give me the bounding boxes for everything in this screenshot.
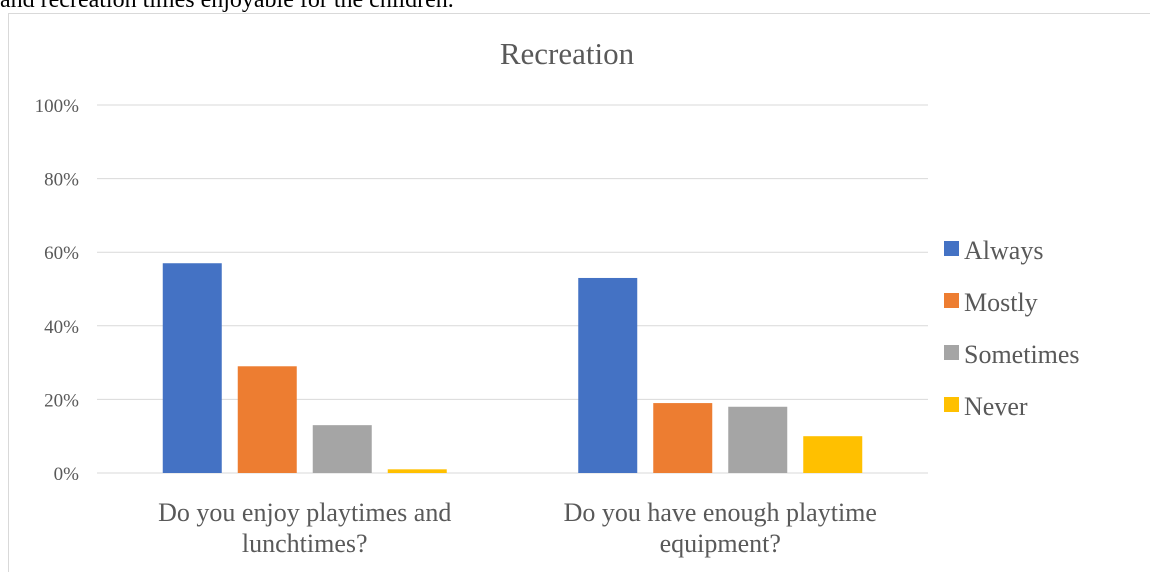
y-tick-label: 60% <box>44 243 79 264</box>
legend-label-always: Always <box>964 236 1043 265</box>
bars <box>162 263 863 473</box>
gridlines <box>97 104 928 474</box>
legend-swatch-mostly <box>944 293 959 308</box>
chart-frame <box>8 13 1150 572</box>
bar-mostly-2 <box>653 403 713 473</box>
y-tick-label: 0% <box>54 464 80 485</box>
context-text: and recreation times enjoyable for the c… <box>0 0 454 13</box>
legend: Always Mostly Sometimes Never <box>944 236 1080 421</box>
legend-swatch-sometimes <box>944 345 959 360</box>
y-tick-label: 40% <box>44 317 79 338</box>
legend-swatch-always <box>944 241 959 256</box>
bar-never-2 <box>803 436 863 473</box>
legend-swatch-never <box>944 397 959 412</box>
bar-sometimes-1 <box>312 425 372 473</box>
y-tick-labels: 0% 20% 40% 60% 80% 100% <box>35 96 80 485</box>
category-label: Do you enjoy playtimes and lunchtimes? <box>158 498 451 558</box>
bar-always-1 <box>162 263 222 473</box>
category-label: Do you have enough playtime equipment? <box>564 498 877 558</box>
category-labels: Do you enjoy playtimes and lunchtimes? Do … <box>158 498 877 558</box>
y-tick-label: 80% <box>44 170 79 191</box>
legend-label-sometimes: Sometimes <box>964 340 1080 369</box>
bar-never-1 <box>387 469 447 473</box>
legend-label-never: Never <box>964 392 1028 421</box>
chart-title: Recreation <box>500 36 635 71</box>
legend-label-mostly: Mostly <box>964 288 1038 317</box>
y-tick-label: 100% <box>35 96 80 117</box>
y-tick-label: 20% <box>44 390 79 411</box>
bar-mostly-1 <box>237 366 297 473</box>
bar-sometimes-2 <box>728 406 788 473</box>
bar-always-2 <box>578 277 638 473</box>
